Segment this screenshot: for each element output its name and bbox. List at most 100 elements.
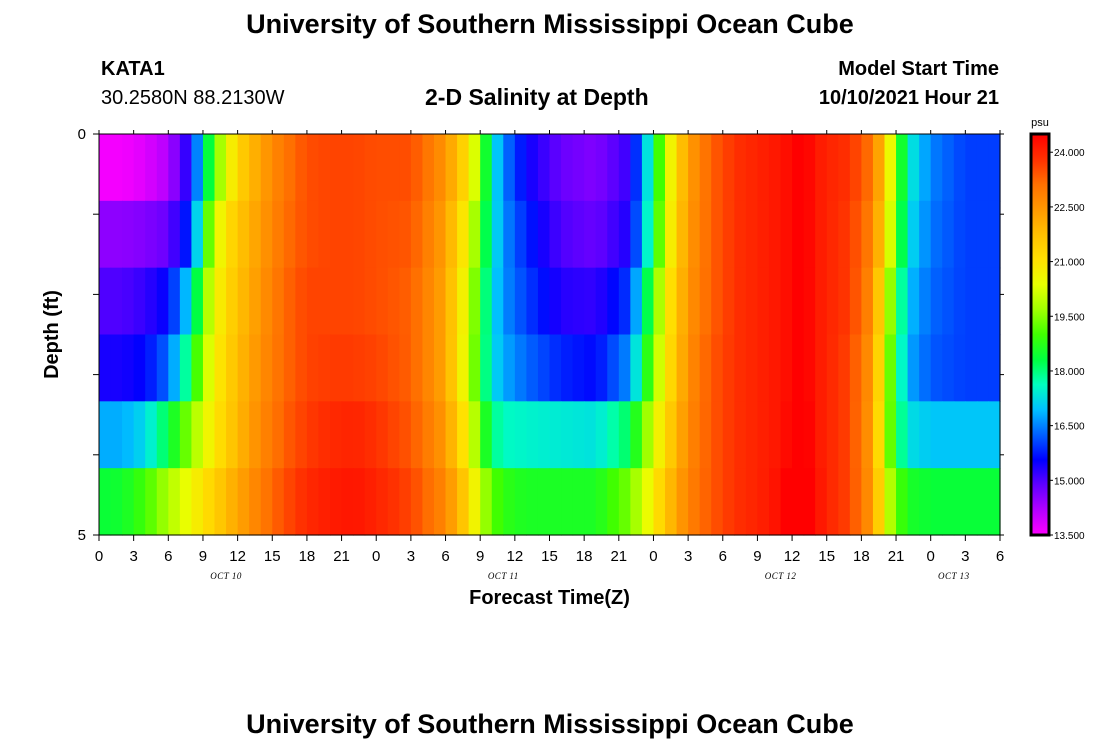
heatmap-cell [757,468,770,536]
heatmap-cell [919,200,932,269]
heatmap-cell [896,468,909,536]
heatmap-cell [202,134,216,202]
heatmap-cell [549,401,562,469]
heatmap-cell [330,200,343,269]
heatmap-cell [133,200,146,269]
heatmap-cell [641,200,655,269]
heatmap-cell [734,401,747,469]
heatmap-cell [976,267,990,336]
heatmap-cell [202,334,216,402]
heatmap-cell [618,267,631,336]
heatmap-cell [653,468,666,536]
heatmap-cell [318,334,331,402]
heatmap-cell [722,401,735,469]
heatmap-cell [849,134,862,202]
heatmap-cell [711,134,724,202]
heatmap-cell [260,267,273,336]
heatmap-cell [699,134,712,202]
heatmap-cell [341,267,354,336]
heatmap-cell [745,134,759,202]
heatmap-cell [145,401,158,469]
heatmap-cell [399,267,412,336]
heatmap-cell [237,334,250,402]
heatmap-cell [249,401,262,469]
heatmap-cell [884,334,897,402]
heatmap-cell [861,200,874,269]
x-tick-label: 3 [129,548,137,565]
heatmap-cell [491,468,504,536]
heatmap-cell [572,267,585,336]
heatmap-cell [849,267,862,336]
heatmap-cell [99,468,112,536]
heatmap-cell [318,468,331,536]
heatmap-cell [399,200,412,269]
heatmap-cell [618,134,631,202]
heatmap-cell [491,401,504,469]
heatmap-cell [318,134,331,202]
heatmap-cell [422,401,435,469]
heatmap-cell [156,200,169,269]
heatmap-cell [711,200,724,269]
heatmap-cell [584,267,597,336]
heatmap-cell [306,200,320,269]
heatmap-cell [896,401,909,469]
heatmap-cell [630,468,643,536]
heatmap-cell [353,267,366,336]
heatmap-cell [341,334,354,402]
heatmap-cell [283,401,296,469]
heatmap-cell [826,200,839,269]
heatmap-cell [537,468,551,536]
heatmap-cell [399,334,412,402]
heatmap-cell [988,134,1001,202]
heatmap-cell [457,334,470,402]
heatmap-cell [226,267,239,336]
heatmap-cell [156,401,169,469]
heatmap-cell [364,401,377,469]
heatmap-cell [561,267,574,336]
heatmap-cell [503,267,516,336]
heatmap-cell [930,334,943,402]
heatmap-cell [872,334,886,402]
heatmap-cell [514,134,527,202]
heatmap-cell [561,200,574,269]
heatmap-cell [503,401,516,469]
heatmap-cell [722,200,735,269]
heatmap-cell [618,468,631,536]
heatmap-cell [468,200,481,269]
colorbar-tick-label: 21.000 [1054,258,1085,269]
heatmap-cell [110,334,123,402]
heatmap-cell [410,267,424,336]
heatmap-cell [607,401,620,469]
heatmap-cell [514,468,527,536]
heatmap-cell [457,134,470,202]
x-tick-label: 9 [199,548,207,565]
heatmap-cell [965,334,978,402]
heatmap-cell [514,267,527,336]
heatmap-cell [653,200,666,269]
heatmap-cell [549,468,562,536]
heatmap-cell [907,267,920,336]
heatmap-cell [896,134,909,202]
heatmap-cell [445,267,458,336]
heatmap-cell [445,468,458,536]
heatmap-cell [884,401,897,469]
heatmap-cell [861,134,874,202]
heatmap-cell [976,468,990,536]
heatmap-cell [780,334,793,402]
heatmap-cell [353,134,366,202]
heatmap-cell [249,134,262,202]
heatmap-cell [872,267,886,336]
heatmap-cell [526,334,539,402]
heatmap-cell [214,267,227,336]
heatmap-cell [907,334,920,402]
heatmap-cell [907,134,920,202]
heatmap-cell [722,468,735,536]
heatmap-cell [133,468,146,536]
model-start-label: Model Start Time [838,58,999,80]
heatmap-cell [641,267,655,336]
heatmap-cell [179,468,193,536]
heatmap-cell [156,134,169,202]
heatmap-cell [826,267,839,336]
heatmap-cell [122,334,135,402]
heatmap-cell [722,267,735,336]
